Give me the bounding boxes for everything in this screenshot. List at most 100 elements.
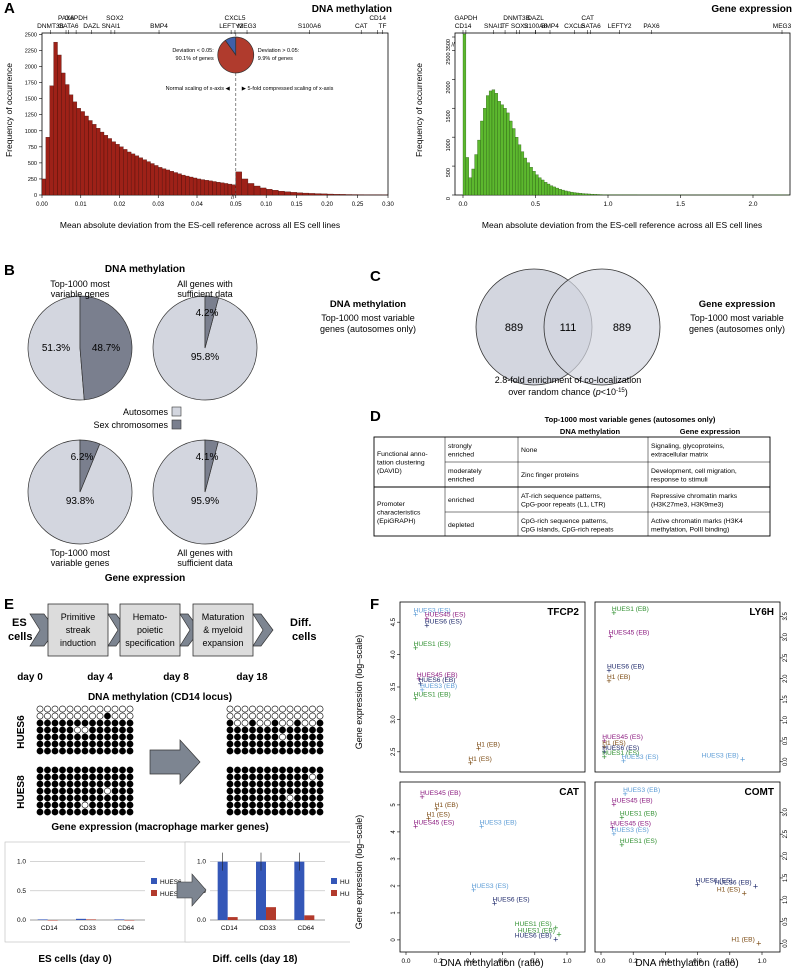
methylation-site	[111, 712, 119, 720]
scatter-point: +	[492, 898, 497, 908]
methylation-site	[96, 712, 104, 720]
methylation-site	[316, 705, 324, 713]
point-label: H1 (ES)	[602, 740, 625, 747]
expression-title: Gene expression (macrophage marker genes…	[51, 822, 268, 833]
methylation-site	[59, 712, 66, 720]
gene-label: BMP4	[150, 23, 168, 30]
methylation-site	[126, 719, 134, 727]
histogram-bar	[538, 177, 542, 196]
histogram-bar	[564, 190, 568, 196]
scatter-point: +	[468, 758, 473, 768]
table-group-label: Promoter	[377, 501, 406, 508]
histogram-bar	[53, 41, 58, 196]
histogram-bar	[272, 190, 279, 196]
histogram-bar	[302, 192, 309, 196]
x-tick-label: 0.15	[291, 202, 303, 208]
methylation-site	[74, 740, 81, 748]
table-meth-cell: None	[521, 447, 537, 454]
methylation-site	[226, 780, 234, 788]
histogram-bar	[320, 193, 328, 196]
histogram-bar	[581, 193, 585, 196]
bar-diff-cells	[294, 861, 305, 920]
inset-pie-large-slice	[217, 36, 255, 74]
methylation-site	[89, 719, 96, 727]
scatter-point: +	[471, 885, 476, 895]
methylation-site	[234, 801, 241, 809]
histogram-bar	[212, 181, 217, 196]
point-label: HUES45 (EB)	[417, 672, 458, 679]
x-tick-label: 0.2	[434, 958, 443, 965]
histogram-bar	[227, 183, 233, 196]
histogram-bar	[150, 163, 155, 196]
x-tick-label: 2.0	[748, 201, 757, 208]
methylation-site	[51, 780, 59, 788]
time-arrow	[176, 873, 207, 907]
point-label: HUES1 (ES)	[602, 750, 639, 757]
table-meth-cell: CpG islands, CpG-rich repeats	[521, 526, 614, 533]
methylation-site	[89, 808, 96, 816]
methylation-site	[96, 705, 104, 713]
scatter-point: +	[418, 679, 423, 689]
x-tick-label: 0.4	[661, 958, 670, 965]
legend-autosomes-swatch	[171, 406, 182, 417]
gene-label: S100A6	[524, 23, 548, 30]
methylation-site	[271, 733, 279, 741]
methylation-site	[44, 733, 51, 741]
methylation-site	[126, 766, 134, 774]
methylation-site	[241, 740, 249, 748]
step-label: poietic	[137, 625, 164, 635]
day-label: day 4	[87, 672, 113, 683]
methylation-site	[96, 740, 104, 748]
methylation-site	[271, 780, 279, 788]
y-tick-label: 0.0	[783, 939, 789, 948]
methylation-site	[36, 747, 44, 755]
y-tick-label: 4	[391, 830, 397, 834]
histogram-bar	[326, 193, 334, 196]
histogram-bar	[204, 180, 209, 196]
table-expr-cell: Development, cell migration,	[651, 468, 737, 475]
x-tick-label: 0.6	[498, 958, 507, 965]
point-label: H1 (EB)	[476, 742, 499, 749]
methylation-site	[286, 726, 294, 734]
methylation-site	[301, 808, 309, 816]
methylation-site	[89, 766, 96, 774]
scatter-point: +	[419, 792, 424, 802]
methylation-site	[294, 787, 301, 795]
methylation-site	[309, 705, 316, 713]
methylation-site	[264, 726, 271, 734]
scatter-point: +	[419, 685, 424, 695]
methylation-site	[36, 705, 44, 713]
scatter-point: +	[610, 823, 615, 833]
methylation-site	[81, 787, 89, 795]
bar-diff-cells	[217, 861, 228, 920]
panel-label-a: A	[4, 0, 15, 17]
scatter-point: +	[695, 880, 700, 890]
gene-label: MEG3	[773, 23, 792, 30]
methylation-site	[36, 787, 44, 795]
methylation-site	[234, 705, 241, 713]
venn-right-circle	[543, 268, 661, 386]
y-tick-label: 3.5	[783, 612, 789, 621]
methylation-site	[226, 801, 234, 809]
table-level-cell: enriched	[448, 476, 474, 483]
bar-category-label: CD14	[221, 925, 238, 932]
methylation-site	[249, 712, 256, 720]
step-label: Maturation	[202, 612, 245, 622]
methylation-site	[234, 733, 241, 741]
methylation-site	[256, 808, 264, 816]
methylation-site	[111, 766, 119, 774]
inset-right-text: Deviation > 0.05:	[258, 48, 300, 54]
flow-arrow	[107, 613, 129, 647]
x-tick-label: 0.6	[693, 958, 702, 965]
methylation-site	[89, 794, 96, 802]
methylation-site	[66, 719, 74, 727]
methylation-site	[126, 712, 134, 720]
y-tick-label: 750	[28, 145, 37, 151]
y-tick-label: 2000	[25, 65, 37, 71]
bar-diff-cells	[266, 907, 276, 920]
cell-line-label: HUES8	[16, 775, 27, 809]
methylation-site	[66, 740, 74, 748]
methylation-site	[89, 780, 96, 788]
methylation-site	[119, 773, 126, 781]
